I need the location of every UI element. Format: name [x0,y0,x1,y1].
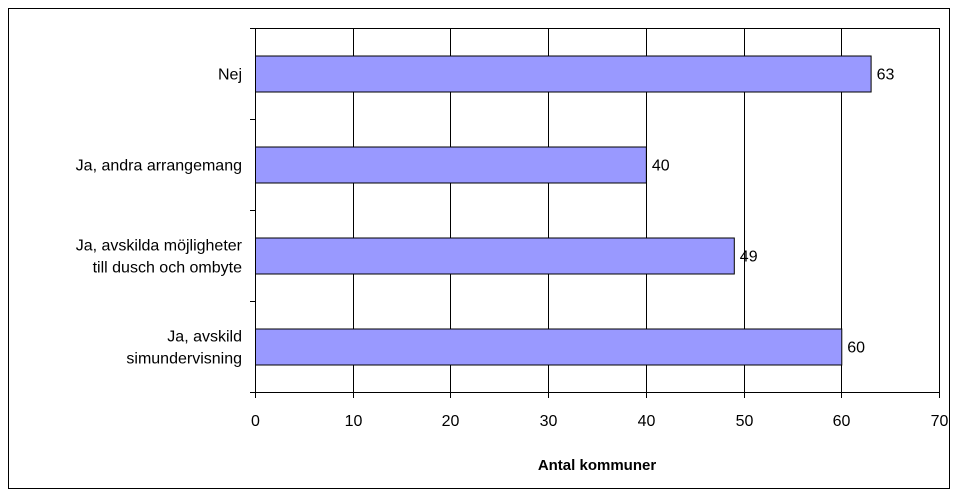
category-label-line: till dusch och ombyte [93,260,243,277]
category-label-3: Ja, avskild simundervisning [126,329,242,368]
bars [255,55,872,366]
bar-1 [255,146,647,184]
x-tick-label-10: 10 [345,413,363,430]
data-label-3: 60 [847,340,865,357]
category-label-line: Ja, avskild [167,329,242,346]
data-label-0: 63 [877,67,895,84]
category-label-line: Ja, avskilda möjligheter [76,238,243,255]
category-label-0: Nej [218,67,242,84]
category-label-2: Ja, avskilda möjligheter till dusch och o… [76,238,243,277]
x-tick-label-50: 50 [736,413,754,430]
x-tick-label-60: 60 [833,413,851,430]
x-tick-label-30: 30 [540,413,558,430]
data-label-2: 49 [740,249,758,266]
category-label-line: simundervisning [126,351,242,368]
axes [250,28,940,398]
x-tick-label-20: 20 [442,413,460,430]
x-axis-title: Antal kommuner [538,457,657,474]
x-tick-label-40: 40 [638,413,656,430]
category-label-1: Ja, andra arrangemang [76,158,242,175]
data-label-1: 40 [652,158,670,175]
category-label-line: Nej [218,67,242,84]
bar-2 [255,237,735,275]
x-tick-label-70: 70 [931,413,949,430]
x-tick-label-0: 0 [251,413,260,430]
bar-3 [255,328,843,366]
category-label-line: Ja, andra arrangemang [76,158,242,175]
bar-0 [255,55,872,93]
labels: 63 40 49 60 0 10 20 30 40 50 60 70 Nej Ja, andra arra… [76,67,949,431]
